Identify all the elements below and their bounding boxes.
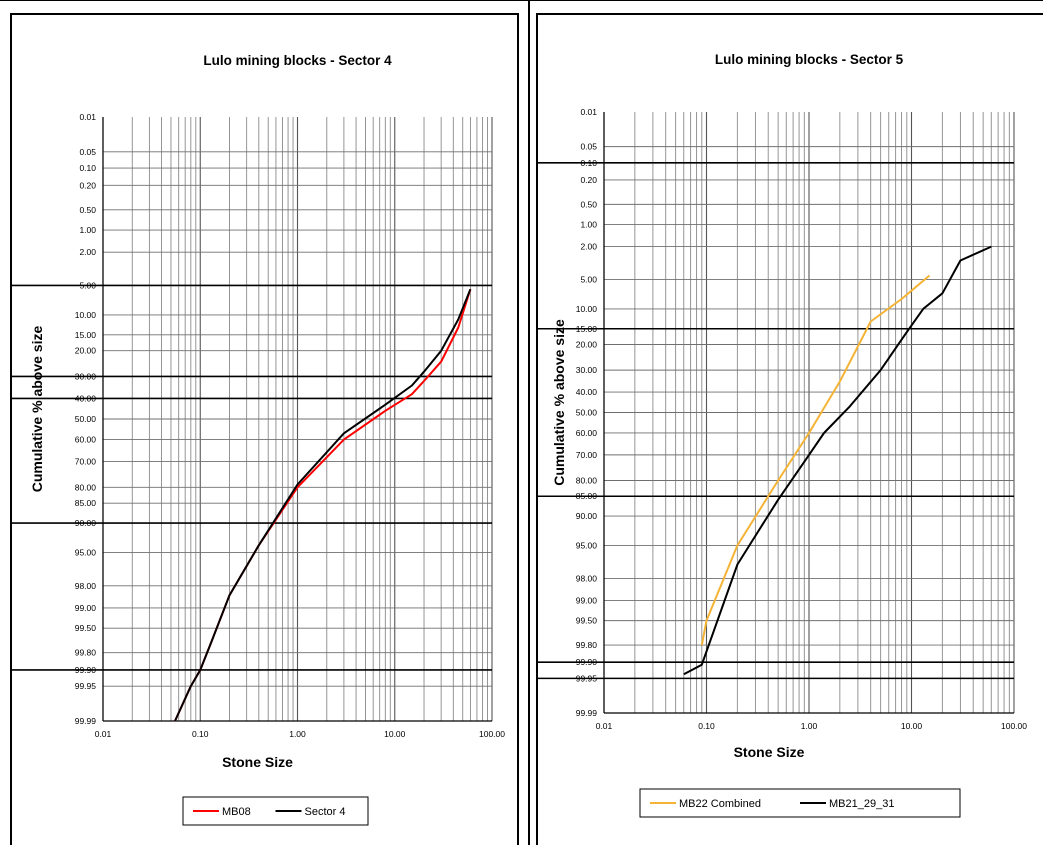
y-tick-label: 10.00 — [576, 304, 598, 314]
y-tick-label: 40.00 — [75, 393, 97, 403]
legend-label: MB08 — [222, 806, 251, 818]
y-axis-label: Cumulative % above size — [551, 319, 567, 486]
y-tick-label: 50.00 — [576, 408, 598, 418]
y-tick-label: 99.80 — [576, 640, 598, 650]
legend-label: MB22 Combined — [679, 798, 761, 810]
x-axis-label: Stone Size — [734, 744, 805, 760]
y-axis-label: Cumulative % above size — [29, 326, 45, 493]
y-tick-label: 95.00 — [75, 548, 97, 558]
y-tick-label: 20.00 — [75, 346, 97, 356]
y-tick-label: 2.00 — [79, 247, 96, 257]
y-tick-label: 99.90 — [75, 665, 97, 675]
x-tick-label: 100.00 — [1001, 721, 1027, 731]
y-tick-label: 85.00 — [576, 491, 598, 501]
y-tick-label: 99.80 — [75, 648, 97, 658]
frame-top-border — [0, 0, 1043, 1]
y-tick-label: 0.05 — [580, 142, 597, 152]
x-tick-label: 0.10 — [192, 729, 209, 739]
chart-sector-4: Lulo mining blocks - Sector 4 0.01 0.10 1.0… — [12, 53, 505, 826]
x-tick-label: 1.00 — [289, 729, 306, 739]
series-line — [174, 288, 472, 722]
x-axis-label: Stone Size — [222, 754, 293, 770]
y-tick-label: 5.00 — [79, 280, 96, 290]
y-tick-label: 0.50 — [79, 205, 96, 215]
y-tick-label: 40.00 — [576, 387, 598, 397]
y-tick-label: 15.00 — [576, 324, 598, 334]
chart-title: Lulo mining blocks - Sector 4 — [203, 53, 392, 68]
y-tick-label: 99.99 — [75, 716, 97, 726]
y-tick-label: 30.00 — [75, 371, 97, 381]
y-tick-label: 90.00 — [576, 511, 598, 521]
y-tick-label: 60.00 — [576, 428, 598, 438]
y-tick-label: 85.00 — [75, 498, 97, 508]
y-tick-label: 70.00 — [576, 450, 598, 460]
panel-divider — [528, 0, 530, 845]
y-tick-label: 5.00 — [580, 275, 597, 285]
x-tick-label: 100.00 — [479, 729, 505, 739]
y-tick-label: 98.00 — [576, 573, 598, 583]
chart-panel-sector-4: Lulo mining blocks - Sector 4 0.01 0.10 1.0… — [10, 13, 519, 845]
y-tick-label: 0.01 — [580, 107, 597, 117]
y-tick-label: 0.01 — [79, 112, 96, 122]
y-tick-label: 30.00 — [576, 365, 598, 375]
y-tick-label: 80.00 — [75, 482, 97, 492]
y-tick-label: 99.50 — [75, 623, 97, 633]
chart-title: Lulo mining blocks - Sector 5 — [715, 52, 904, 67]
y-tick-label: 15.00 — [75, 330, 97, 340]
y-tick-label: 10.00 — [75, 310, 97, 320]
y-tick-label: 1.00 — [580, 220, 597, 230]
y-tick-label: 50.00 — [75, 414, 97, 424]
y-tick-label: 0.20 — [79, 180, 96, 190]
y-tick-label: 98.00 — [75, 581, 97, 591]
y-tick-label: 70.00 — [75, 457, 97, 467]
y-tick-label: 60.00 — [75, 435, 97, 445]
y-tick-label: 99.90 — [576, 657, 598, 667]
x-tick-label: 10.00 — [901, 721, 923, 731]
x-tick-label: 0.01 — [596, 721, 613, 731]
y-tick-label: 0.20 — [580, 175, 597, 185]
y-tick-label: 99.50 — [576, 616, 598, 626]
x-tick-label: 10.00 — [384, 729, 406, 739]
y-tick-label: 0.50 — [580, 199, 597, 209]
chart-panel-sector-5: Lulo mining blocks - Sector 5 0.01 0.10 1.0… — [536, 13, 1043, 845]
y-tick-label: 0.05 — [79, 147, 96, 157]
y-tick-label: 99.00 — [576, 595, 598, 605]
legend-label: MB21_29_31 — [829, 798, 894, 810]
y-tick-label: 0.10 — [580, 158, 597, 168]
y-tick-label: 99.99 — [576, 708, 598, 718]
y-tick-label: 99.95 — [75, 681, 97, 691]
y-tick-label: 2.00 — [580, 242, 597, 252]
y-tick-label: 20.00 — [576, 339, 598, 349]
x-tick-label: 0.01 — [95, 729, 112, 739]
x-tick-label: 0.10 — [698, 721, 715, 731]
chart-sector-5: Lulo mining blocks - Sector 5 0.01 0.10 1.0… — [538, 52, 1027, 818]
series-line — [700, 274, 931, 646]
y-tick-label: 95.00 — [576, 540, 598, 550]
y-tick-label: 80.00 — [576, 476, 598, 486]
y-tick-label: 90.00 — [75, 518, 97, 528]
series-line — [683, 245, 992, 676]
y-tick-label: 99.00 — [75, 603, 97, 613]
x-tick-label: 1.00 — [801, 721, 818, 731]
y-tick-label: 0.10 — [79, 163, 96, 173]
y-tick-label: 99.95 — [576, 673, 598, 683]
y-tick-label: 1.00 — [79, 225, 96, 235]
legend-label: Sector 4 — [305, 806, 346, 818]
